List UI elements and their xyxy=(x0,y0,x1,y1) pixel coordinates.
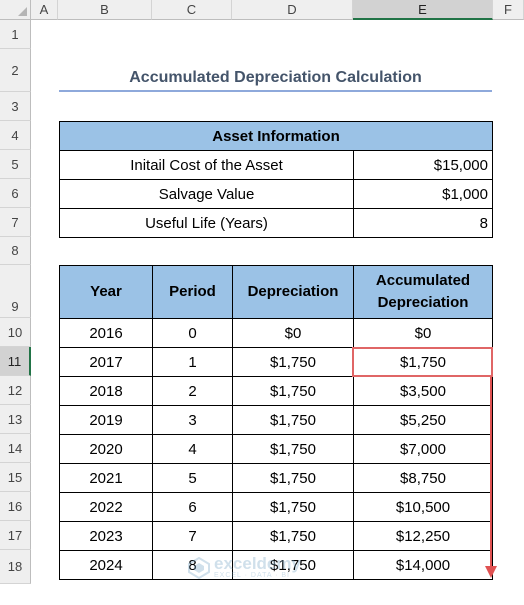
column-header-c[interactable]: C xyxy=(152,0,232,20)
fill-down-arrow-line xyxy=(490,377,492,567)
depreciation-cell[interactable]: $1,750 xyxy=(232,492,354,522)
table-row: 2018 2 $1,750 $3,500 xyxy=(59,376,493,406)
period-cell[interactable]: 8 xyxy=(152,550,233,580)
table-row: 2019 3 $1,750 $5,250 xyxy=(59,405,493,435)
select-all-corner[interactable] xyxy=(0,0,31,20)
row-header-16[interactable]: 16 xyxy=(0,492,31,521)
table-row: Salvage Value $1,000 xyxy=(59,179,493,209)
period-cell[interactable]: 1 xyxy=(152,347,233,377)
row-header-1[interactable]: 1 xyxy=(0,20,31,49)
period-cell[interactable]: 0 xyxy=(152,318,233,348)
period-cell[interactable]: 3 xyxy=(152,405,233,435)
asset-label-cell[interactable]: Useful Life (Years) xyxy=(59,208,354,238)
row-header-14[interactable]: 14 xyxy=(0,434,31,463)
row-header-17[interactable]: 17 xyxy=(0,521,31,550)
period-cell[interactable]: 7 xyxy=(152,521,233,551)
row-header-18[interactable]: 18 xyxy=(0,550,31,584)
period-cell[interactable]: 4 xyxy=(152,434,233,464)
year-cell[interactable]: 2019 xyxy=(59,405,153,435)
row-header-4[interactable]: 4 xyxy=(0,121,31,150)
accumulated-cell[interactable]: $7,000 xyxy=(353,434,493,464)
asset-label-cell[interactable]: Initail Cost of the Asset xyxy=(59,150,354,180)
year-cell[interactable]: 2022 xyxy=(59,492,153,522)
column-header-a[interactable]: A xyxy=(31,0,58,20)
year-cell[interactable]: 2016 xyxy=(59,318,153,348)
accumulated-cell[interactable]: $3,500 xyxy=(353,376,493,406)
row-header-15[interactable]: 15 xyxy=(0,463,31,492)
accumulated-depreciation-header[interactable]: Accumulated Depreciation xyxy=(353,265,493,319)
year-cell[interactable]: 2020 xyxy=(59,434,153,464)
asset-label-cell[interactable]: Salvage Value xyxy=(59,179,354,209)
year-cell[interactable]: 2021 xyxy=(59,463,153,493)
depreciation-cell[interactable]: $1,750 xyxy=(232,405,354,435)
row-header-9[interactable]: 9 xyxy=(0,265,31,318)
depreciation-cell[interactable]: $1,750 xyxy=(232,550,354,580)
year-cell[interactable]: 2018 xyxy=(59,376,153,406)
table-row: 2022 6 $1,750 $10,500 xyxy=(59,492,493,522)
period-cell[interactable]: 5 xyxy=(152,463,233,493)
accumulated-cell[interactable]: $10,500 xyxy=(353,492,493,522)
year-cell[interactable]: 2023 xyxy=(59,521,153,551)
depreciation-header[interactable]: Depreciation xyxy=(232,265,354,319)
accumulated-cell[interactable]: $14,000 xyxy=(353,550,493,580)
table-row: 2023 7 $1,750 $12,250 xyxy=(59,521,493,551)
depreciation-cell[interactable]: $1,750 xyxy=(232,463,354,493)
row-header-3[interactable]: 3 xyxy=(0,92,31,121)
period-cell[interactable]: 2 xyxy=(152,376,233,406)
table-row: Useful Life (Years) 8 xyxy=(59,208,493,238)
asset-info-table: Asset Information Initail Cost of the As… xyxy=(59,121,493,238)
row-header-2[interactable]: 2 xyxy=(0,49,31,92)
row-header-13[interactable]: 13 xyxy=(0,405,31,434)
accum-header-line2: Depreciation xyxy=(377,294,469,311)
accumulated-cell[interactable]: $5,250 xyxy=(353,405,493,435)
year-header[interactable]: Year xyxy=(59,265,153,319)
accumulated-cell[interactable]: $0 xyxy=(353,318,493,348)
table-row: 2021 5 $1,750 $8,750 xyxy=(59,463,493,493)
title-underline xyxy=(59,90,492,92)
column-header-e[interactable]: E xyxy=(353,0,493,20)
row-header-7[interactable]: 7 xyxy=(0,208,31,237)
row-header-5[interactable]: 5 xyxy=(0,150,31,179)
depreciation-cell[interactable]: $1,750 xyxy=(232,347,354,377)
row-header-8[interactable]: 8 xyxy=(0,237,31,265)
year-cell[interactable]: 2024 xyxy=(59,550,153,580)
column-header-f[interactable]: F xyxy=(493,0,524,20)
asset-info-header[interactable]: Asset Information xyxy=(59,121,493,151)
table-row: 2024 8 $1,750 $14,000 xyxy=(59,550,493,580)
depreciation-cell[interactable]: $1,750 xyxy=(232,521,354,551)
row-header-12[interactable]: 12 xyxy=(0,376,31,405)
row-header-10[interactable]: 10 xyxy=(0,318,31,347)
period-cell[interactable]: 6 xyxy=(152,492,233,522)
column-header-b[interactable]: B xyxy=(58,0,152,20)
row-header-11[interactable]: 11 xyxy=(0,347,31,376)
table-row: 2016 0 $0 $0 xyxy=(59,318,493,348)
asset-value-cell[interactable]: $15,000 xyxy=(353,150,493,180)
sheet-title: Accumulated Depreciation Calculation xyxy=(129,69,422,86)
year-cell[interactable]: 2017 xyxy=(59,347,153,377)
active-cell-highlight xyxy=(352,347,493,377)
asset-value-cell[interactable]: 8 xyxy=(353,208,493,238)
accum-header-line1: Accumulated xyxy=(375,272,471,289)
accumulated-cell[interactable]: $12,250 xyxy=(353,521,493,551)
period-header[interactable]: Period xyxy=(152,265,233,319)
arrow-down-icon xyxy=(485,566,497,578)
row-header-6[interactable]: 6 xyxy=(0,179,31,208)
depreciation-cell[interactable]: $0 xyxy=(232,318,354,348)
table-row: 2020 4 $1,750 $7,000 xyxy=(59,434,493,464)
accumulated-cell[interactable]: $8,750 xyxy=(353,463,493,493)
depreciation-cell[interactable]: $1,750 xyxy=(232,376,354,406)
table-row: Initail Cost of the Asset $15,000 xyxy=(59,150,493,180)
depreciation-table: Year Period Depreciation Accumulated Dep… xyxy=(59,265,493,580)
depreciation-cell[interactable]: $1,750 xyxy=(232,434,354,464)
asset-value-cell[interactable]: $1,000 xyxy=(353,179,493,209)
column-header-d[interactable]: D xyxy=(232,0,353,20)
